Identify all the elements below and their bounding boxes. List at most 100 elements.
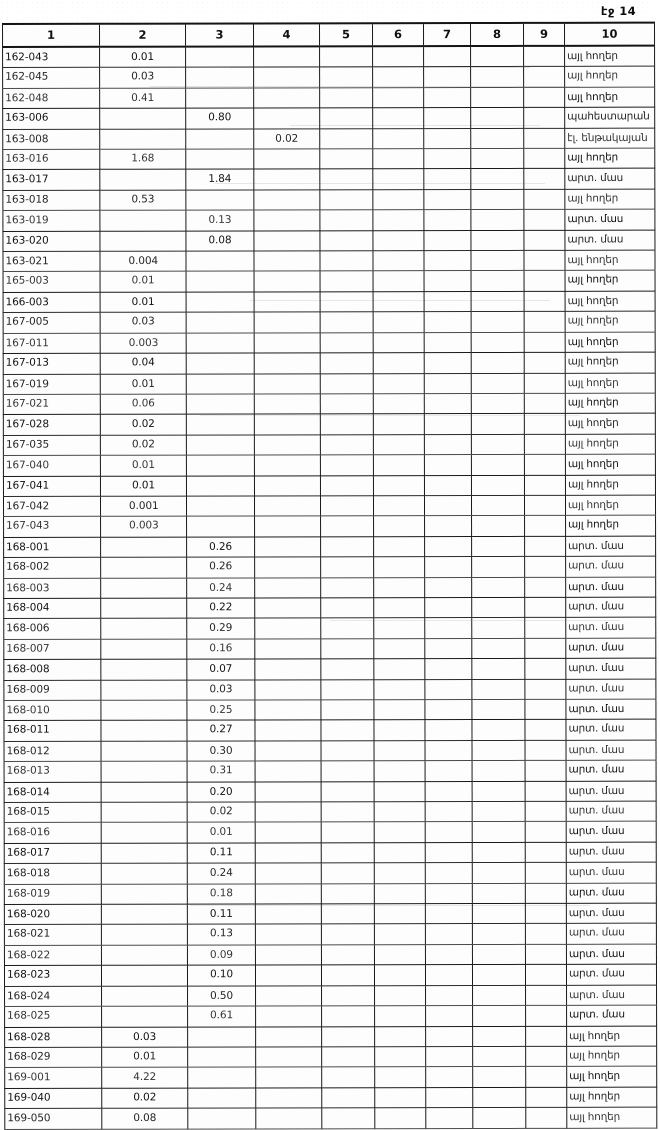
cell-c6 [374, 822, 426, 843]
cell-c3 [185, 251, 255, 272]
cell-c2: 4.22 [101, 1067, 188, 1089]
cell-c5 [320, 434, 374, 455]
cell-text: 167-043 [5, 519, 50, 533]
cell-c6 [373, 393, 425, 415]
cell-text: 168-025 [7, 1009, 51, 1022]
cell-c6 [373, 617, 425, 639]
cell-text: 0.30 [209, 744, 233, 757]
cell-c4 [255, 1107, 322, 1129]
cell-c9 [524, 352, 566, 373]
cell-c8 [472, 1087, 526, 1108]
cell-c4: 0.02 [253, 128, 320, 150]
cell-text: այլ հողեր [567, 458, 619, 471]
cell-c5 [319, 46, 373, 68]
cell-c3 [186, 271, 255, 292]
cell-text: 169-050 [7, 1112, 51, 1125]
cell-c1: 163-008 [2, 128, 100, 150]
cell-c8 [471, 576, 525, 598]
table-row: 168-025 0.61 արտ. մաս [4, 1005, 657, 1027]
cell-c1: 167-043 [3, 516, 101, 538]
table-row: 167-035 0.02 այլ հողեր [3, 433, 656, 456]
cell-c2: 0.003 [100, 332, 187, 354]
cell-c3: 0.24 [187, 863, 256, 884]
table-row: 168-003 0.24 արտ. մաս [3, 576, 656, 599]
cell-c2 [101, 944, 188, 966]
cell-c7 [424, 270, 472, 292]
cell-text: 0.08 [133, 1112, 157, 1125]
cell-c4 [254, 659, 321, 680]
cell-c6 [373, 332, 425, 353]
cell-c10: այլ հողեր [564, 148, 655, 169]
cell-c6 [374, 883, 426, 904]
table-row: 168-017 0.11 արտ. մաս [4, 841, 657, 864]
cell-c2 [100, 536, 187, 558]
cell-text: 0.01 [130, 50, 155, 64]
table-row: 168-022 0.09 արտ. մաս [4, 944, 657, 966]
cell-text: 168-002 [6, 560, 50, 573]
cell-c10: արտ. մաս [566, 760, 657, 781]
cell-c4 [254, 291, 321, 313]
cell-c1: 168-010 [3, 700, 101, 721]
cell-c9 [525, 903, 567, 924]
cell-text: 168-015 [6, 805, 50, 818]
cell-c2: 0.01 [100, 291, 187, 313]
table-row: 167-041 0.01 այլ հողեր [3, 474, 656, 497]
cell-c5 [321, 883, 375, 904]
cell-c2: 0.01 [100, 475, 187, 497]
cell-c10: էլ. ենթակայան [564, 127, 655, 149]
cell-c9 [523, 107, 565, 129]
cell-c7 [424, 536, 472, 557]
cell-text: արտ. մաս [567, 233, 624, 246]
column-header-10: 10 [564, 22, 655, 46]
cell-text: 168-020 [6, 908, 51, 921]
cell-c6 [373, 291, 425, 313]
cell-c4 [253, 250, 321, 272]
cell-c3: 0.08 [185, 230, 254, 252]
cell-c9 [525, 760, 567, 782]
cell-c6 [372, 128, 424, 149]
column-number-row: 1 2 3 4 5 6 7 8 9 10 [2, 22, 655, 47]
cell-c4 [255, 944, 322, 966]
cell-text: 163-019 [5, 214, 49, 227]
cell-c7 [423, 230, 471, 251]
cell-c9 [523, 209, 565, 231]
cell-c2 [100, 557, 187, 578]
cell-c7 [424, 617, 472, 639]
cell-c1: 169-040 [4, 1088, 102, 1109]
cell-c1: 169-001 [4, 1067, 102, 1089]
cell-c9 [524, 658, 566, 680]
cell-c10: այլ հողեր [565, 474, 656, 496]
table-row: 163-019 0.13 արտ. մաս [2, 209, 655, 232]
column-header-5: 5 [319, 23, 373, 47]
cell-text: 163-020 [5, 234, 49, 247]
table-row: 169-001 4.22 այլ հողեր [4, 1066, 657, 1089]
cell-c2: 0.03 [100, 312, 187, 333]
cell-c6 [372, 67, 424, 88]
cell-c8 [471, 454, 525, 476]
cell-text: 0.003 [128, 519, 159, 532]
cell-text: 4.22 [133, 1071, 157, 1084]
cell-c8 [471, 413, 525, 435]
cell-text: 0.20 [209, 785, 233, 798]
table-row: 168-021 0.13 արտ. մաս [4, 923, 657, 946]
cell-c9 [525, 1046, 567, 1067]
cell-c4 [254, 536, 321, 558]
cell-text: արտ. մաս [568, 886, 625, 899]
cell-text: էլ. ենթակայան [567, 131, 648, 144]
cell-text: 168-012 [6, 745, 50, 758]
cell-c4 [254, 577, 321, 598]
cell-text: 168-017 [6, 846, 51, 859]
cell-c1: 168-009 [3, 679, 101, 701]
cell-text: արտ. մաս [568, 600, 625, 613]
cell-c9 [523, 148, 565, 169]
cell-c5 [320, 536, 374, 557]
cell-c5 [320, 679, 374, 700]
cell-c6 [373, 699, 425, 721]
cell-text: 169-001 [7, 1071, 51, 1084]
cell-c6 [373, 638, 425, 659]
cell-c1: 168-020 [4, 904, 102, 925]
cell-c2 [101, 883, 188, 905]
cell-c1: 168-011 [3, 720, 102, 742]
cell-c7 [423, 128, 471, 149]
table-row: 169-050 0.08 այլ հողեր [4, 1107, 657, 1130]
